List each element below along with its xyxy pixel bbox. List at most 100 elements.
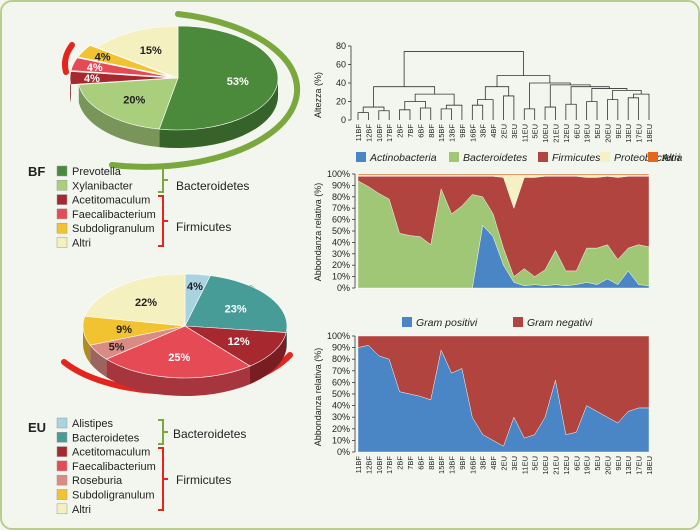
pie-side-acetitomaculum xyxy=(250,332,287,385)
bf-bracket-bacteroidetes: Bacteroidetes xyxy=(176,179,249,193)
pie-slice-faecalibacterium xyxy=(105,325,251,379)
pie-slice-subdoligranulum xyxy=(77,45,172,77)
bacteroidetes-arc xyxy=(109,11,301,170)
dendrogram-leaf-label: 5EU xyxy=(593,124,602,139)
legend-label-bacteroidetes: Bacteroidetes xyxy=(72,432,140,444)
dendrogram-branch xyxy=(503,95,515,120)
eu-bracket-bacteroidetes: Bacteroidetes xyxy=(173,427,246,441)
ytick-label: 30% xyxy=(332,249,350,259)
dendrogram-leaf-label: 19EU xyxy=(583,124,592,143)
dendrogram-branch xyxy=(627,97,640,120)
pie-slice-faecalibacterium xyxy=(70,57,171,78)
pie-slice-xylanibacter xyxy=(78,77,179,130)
gram-x-label: 7BF xyxy=(406,456,415,470)
pie-slice-acetitomaculum xyxy=(69,71,171,85)
gram-x-label: 17EU xyxy=(635,456,644,475)
bacteroidetes-bracket xyxy=(158,167,168,193)
legend-swatch-altri xyxy=(56,237,68,248)
legend-swatch-subdoligranulum xyxy=(56,222,68,234)
dendrogram-branch xyxy=(399,109,411,120)
ytick-label: 10% xyxy=(332,272,350,282)
dendrogram-branch xyxy=(378,110,390,120)
gram-x-label: 11BF xyxy=(354,456,363,474)
ytick-label: 90% xyxy=(332,343,350,353)
pie-label-alistipes: 4% xyxy=(187,281,203,293)
legend-eu: Alistipes Bacteroidetes Acetitomaculum Faec… xyxy=(56,417,168,516)
dendrogram-leaf-label: 20EU xyxy=(603,124,612,143)
gram-x-label: 10EU xyxy=(541,456,550,475)
dendrogram-ytick-label: 40 xyxy=(336,78,346,88)
ytick-label: 40% xyxy=(332,237,350,247)
ytick-label: 50% xyxy=(332,226,350,236)
pie-label-roseburia: 5% xyxy=(109,342,125,354)
legend-swatch-firmicutes xyxy=(538,152,548,162)
pie-label-altri: 22% xyxy=(135,297,157,309)
dendrogram-branch xyxy=(362,106,385,113)
gram-x-label: 3EU xyxy=(510,456,519,471)
legend-label-prevotella: Prevotella xyxy=(72,166,122,178)
gram-x-label: 13EU xyxy=(624,456,633,475)
dendrogram-branch xyxy=(496,75,551,87)
gram-x-label: 9EU xyxy=(614,456,623,471)
dendrogram-leaf-label: 13BF xyxy=(448,124,457,142)
gram-x-label: 3BF xyxy=(479,456,488,470)
dendrogram-leaf-label: 5EU xyxy=(531,124,540,139)
pie-label-acetitomaculum: 4% xyxy=(84,73,100,85)
dendrogram-leaf-label: 16BF xyxy=(468,124,477,142)
legend-swatch-faecalibacterium xyxy=(56,208,68,220)
gram-x-label: 2BF xyxy=(396,456,405,470)
ytick-label: 60% xyxy=(332,215,350,225)
dendrogram-branch xyxy=(607,99,619,120)
gram-x-label: 15BF xyxy=(437,456,446,474)
gram-ylabel: Abbondanza relativa (%) xyxy=(313,348,323,447)
dendrogram-leaf-label: 13EU xyxy=(624,124,633,143)
legend-label-subdoligranulum: Subdoligranulum xyxy=(72,223,155,235)
gram-x-label: 19EU xyxy=(583,456,592,475)
gram-x-label: 8BF xyxy=(427,456,436,470)
ytick-label: 10% xyxy=(332,435,350,445)
dendrogram-leaf-label: 2EU xyxy=(500,124,509,139)
ytick-label: 50% xyxy=(332,389,350,399)
dendrogram-leaf-label: 6BF xyxy=(416,124,425,138)
legend-label-altri: Altri xyxy=(72,504,91,516)
legend-label-faecalibacterium: Faecalibacterium xyxy=(72,461,156,473)
legend-label-acetitomaculum: Acetitomaculum xyxy=(72,195,150,207)
legend-label-bacteroidetes: Bacteroidetes xyxy=(463,152,528,164)
dendrogram-branch xyxy=(529,82,571,109)
legend-swatch-acetitomaculum xyxy=(56,194,68,205)
dendrogram-branch xyxy=(440,108,452,120)
gram-x-label: 5EU xyxy=(593,456,602,471)
dendrogram-leaf-label: 11BF xyxy=(354,124,363,142)
gram-x-label: 4BF xyxy=(489,456,498,470)
pie-label-prevotella: 53% xyxy=(227,76,249,88)
gram-x-label: 16BF xyxy=(468,456,477,474)
ytick-label: 40% xyxy=(332,401,350,411)
pie-label-bacteroidetes: 23% xyxy=(225,303,247,315)
stack-legend: ActinobacteriaBacteroidetesFirmicutesPro… xyxy=(356,152,682,164)
gram-x-label: 6BF xyxy=(416,456,425,470)
legend-label-alistipes: Alistipes xyxy=(72,418,113,430)
ytick-label: 20% xyxy=(332,424,350,434)
legend-swatch-acetitomaculum xyxy=(56,446,68,457)
gram-x-label: 12BF xyxy=(364,456,373,474)
stacked-area-chart: 0%10% 20%30% 40%50%60% 70%80% 90%100% xyxy=(327,169,650,293)
gram-area-chart: 0% 10%20% 30%40% 50% 60%70% 80%90% 100% xyxy=(327,331,650,457)
legend-label-xylanibacter: Xylanibacter xyxy=(72,180,133,192)
pie-slice-prevotella xyxy=(158,25,279,131)
dendrogram-leaf-label: 8BF xyxy=(427,124,436,138)
pie-side-faecalibacterium xyxy=(106,359,251,396)
pie-side-xylanibacter xyxy=(78,84,160,148)
legend-swatch-bacteroidetes xyxy=(56,432,68,443)
dendrogram-leaf-label: 17EU xyxy=(635,124,644,143)
dendrogram-leaf-label: 12BF xyxy=(364,124,373,142)
ytick-label: 80% xyxy=(332,192,350,202)
pie-chart-eu: 4% 23% 12% 25% 5% 9% 22% xyxy=(61,273,293,396)
gram-x-label: 6EU xyxy=(572,456,581,471)
dendrogram-branch xyxy=(612,90,642,100)
dendrogram-branch xyxy=(523,108,536,120)
ytick-label: 70% xyxy=(332,366,350,376)
ytick-label: 0% xyxy=(337,447,350,457)
legend-swatch-xylanibacter xyxy=(56,180,68,191)
dendrogram-leaf-label: 9BF xyxy=(458,124,467,138)
legend-label-faecalibacterium: Faecalibacterium xyxy=(72,209,156,221)
